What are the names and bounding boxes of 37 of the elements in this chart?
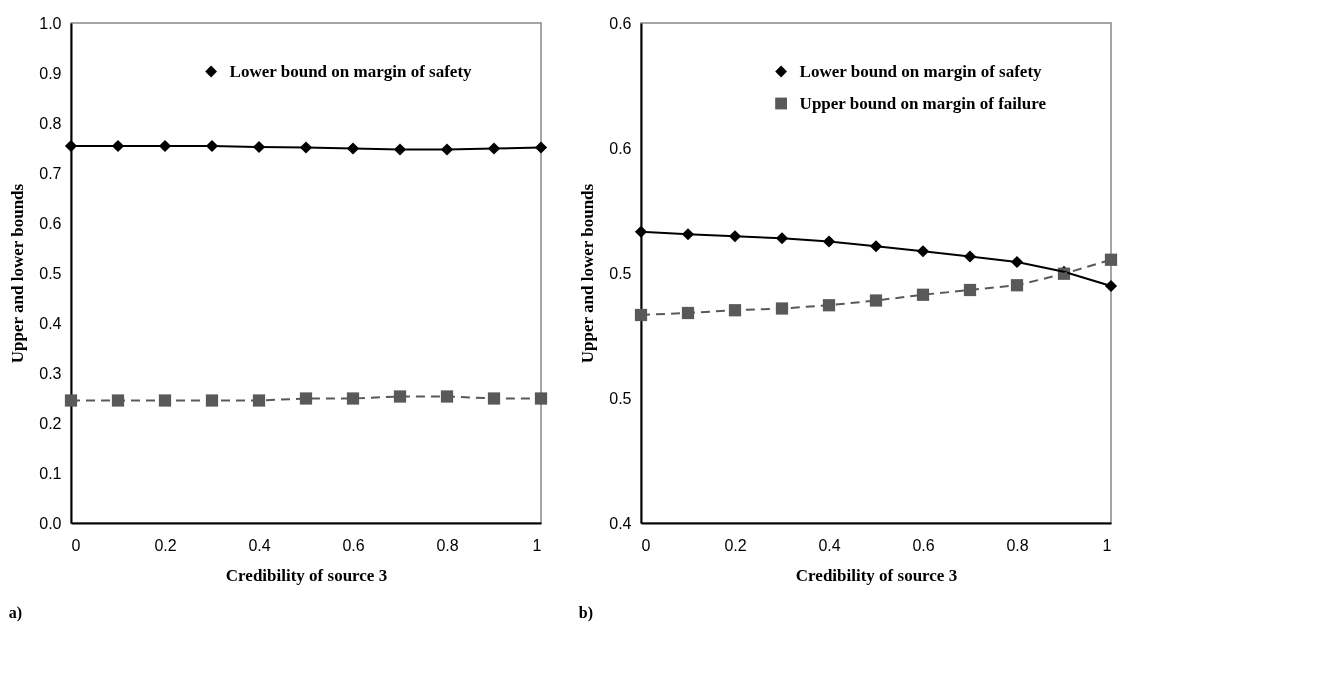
x-tick-label: 0.8 xyxy=(1006,536,1029,554)
y-tick-label: 0.2 xyxy=(39,414,62,432)
legend-label: Lower bound on margin of safety xyxy=(799,61,1043,81)
x-tick-label: 0.6 xyxy=(342,536,365,554)
x-axis-title: Credibility of source 3 xyxy=(225,565,388,585)
text: b) xyxy=(578,604,593,622)
legend-label: Lower bound on margin of safety xyxy=(229,61,473,81)
x-tick-label: 0.2 xyxy=(154,536,177,554)
y-tick-label: 0.6 xyxy=(39,214,62,232)
y-tick-label: 0.4 xyxy=(609,514,632,532)
y-tick-label: 0.6 xyxy=(609,139,632,157)
x-axis-title: Credibility of source 3 xyxy=(795,565,958,585)
x-tick-label: 0 xyxy=(641,536,651,554)
y-tick-label: 0.3 xyxy=(39,364,62,382)
y-tick-label: 0.5 xyxy=(39,264,62,282)
x-tick-label: 0.6 xyxy=(912,536,935,554)
y-tick-label: 0.1 xyxy=(39,464,62,482)
legend-label: Upper bound on margin of failure xyxy=(799,93,1047,113)
text: a) xyxy=(8,604,23,622)
y-axis-title: Upper and lower bounds xyxy=(8,183,28,364)
y-tick-label: 0.0 xyxy=(39,514,62,532)
x-tick-label: 0.4 xyxy=(248,536,271,554)
x-tick-label: 1 xyxy=(1102,536,1112,554)
y-tick-label: 0.5 xyxy=(609,264,632,282)
x-tick-label: 0.8 xyxy=(436,536,459,554)
y-tick-label: 0.5 xyxy=(609,389,632,407)
y-tick-label: 0.9 xyxy=(39,64,62,82)
x-tick-label: 0.2 xyxy=(724,536,747,554)
y-tick-label: 1.0 xyxy=(39,14,62,32)
y-tick-label: 0.4 xyxy=(39,314,62,332)
y-tick-label: 0.6 xyxy=(609,14,632,32)
x-tick-label: 0.4 xyxy=(818,536,841,554)
x-tick-label: 1 xyxy=(532,536,542,554)
y-tick-label: 0.7 xyxy=(39,164,62,182)
y-tick-label: 0.8 xyxy=(39,114,62,132)
y-axis-title: Upper and lower bounds xyxy=(578,183,598,364)
x-tick-label: 0 xyxy=(71,536,81,554)
